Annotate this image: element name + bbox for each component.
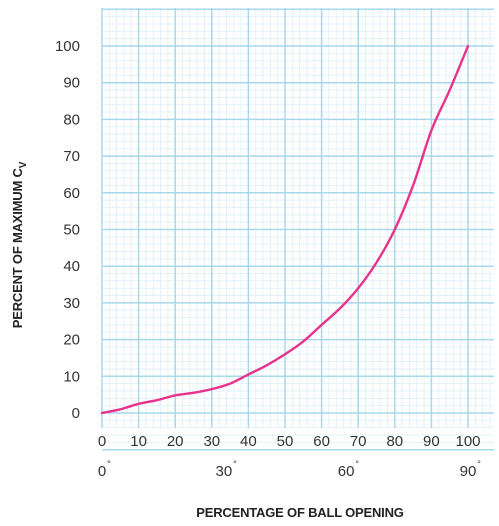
series-line <box>100 44 470 415</box>
x-tick-label: 70 <box>350 433 367 450</box>
y-tick-label: 10 <box>63 368 80 385</box>
y-tick-label: 0 <box>72 405 80 422</box>
y-tick-label: 50 <box>63 222 80 239</box>
degree-symbol: ° <box>233 459 237 469</box>
x-tick-label: 10 <box>130 433 147 450</box>
grid-major <box>101 8 494 451</box>
y-tick-label: 70 <box>63 148 80 165</box>
degree-tick-label: 30 <box>216 463 233 480</box>
x-tick-label: 60 <box>313 433 330 450</box>
y-tick-labels: 0 10 20 30 40 50 60 70 80 90 100 <box>55 38 80 422</box>
y-axis-title-subscript: V <box>18 161 29 168</box>
y-tick-label: 20 <box>63 332 80 349</box>
degree-symbol: ° <box>107 459 111 469</box>
degree-tick-label: 0 <box>98 463 106 480</box>
y-tick-label: 40 <box>63 258 80 275</box>
y-axis-title-main: PERCENT OF MAXIMUM C <box>10 167 25 328</box>
degree-symbol: ° <box>355 459 359 469</box>
x-tick-label: 30 <box>203 433 220 450</box>
x-tick-label: 0 <box>98 433 106 450</box>
x-tick-label: 80 <box>386 433 403 450</box>
x-tick-label: 90 <box>423 433 440 450</box>
x-tick-label: 20 <box>167 433 184 450</box>
y-axis-title: PERCENT OF MAXIMUM CV <box>10 161 29 328</box>
degree-tick-label: 60 <box>338 463 355 480</box>
y-tick-label: 80 <box>63 111 80 128</box>
x-tick-label: 100 <box>455 433 480 450</box>
y-tick-label: 100 <box>55 38 80 55</box>
x-tick-labels: 0 10 20 30 40 50 60 70 80 90 100 <box>98 433 481 450</box>
x-axis-title: PERCENTAGE OF BALL OPENING <box>196 505 403 520</box>
x-tick-label: 40 <box>240 433 257 450</box>
degree-symbol: ° <box>477 459 481 469</box>
y-tick-label: 60 <box>63 185 80 202</box>
x-tick-label: 50 <box>277 433 294 450</box>
plot-background <box>102 8 494 428</box>
y-tick-label: 90 <box>63 75 80 92</box>
degree-tick-label: 90 <box>460 463 477 480</box>
degree-tick-labels: 0 ° 30 ° 60 ° 90 ° <box>98 459 481 480</box>
y-tick-label: 30 <box>63 295 80 312</box>
